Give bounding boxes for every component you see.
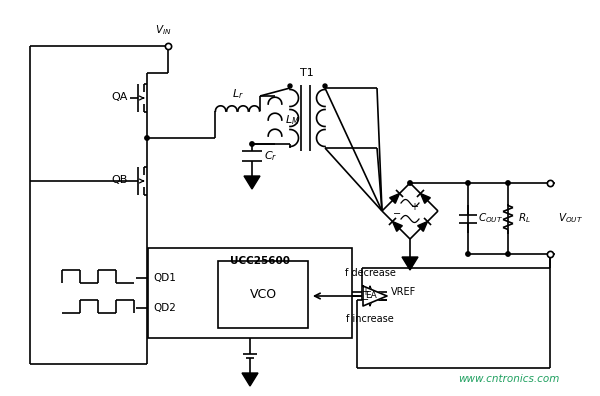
Text: QA: QA — [112, 92, 128, 102]
Text: VREF: VREF — [391, 287, 416, 297]
Polygon shape — [389, 194, 400, 204]
Text: $L_r$: $L_r$ — [232, 87, 244, 101]
Circle shape — [548, 181, 552, 185]
Text: www.cntronics.com: www.cntronics.com — [458, 374, 560, 384]
Bar — [148, 248, 352, 338]
Polygon shape — [242, 373, 258, 386]
Text: f decrease: f decrease — [344, 268, 395, 278]
Circle shape — [145, 136, 149, 140]
Text: +: + — [361, 287, 369, 297]
Text: −: − — [393, 209, 401, 219]
Polygon shape — [418, 221, 428, 231]
Circle shape — [408, 181, 412, 185]
Text: $V_{OUT}$: $V_{OUT}$ — [558, 211, 583, 225]
Text: T1: T1 — [300, 68, 314, 78]
Text: +: + — [410, 202, 418, 212]
Text: $V_{IN}$: $V_{IN}$ — [155, 23, 171, 37]
Text: QD2: QD2 — [153, 303, 176, 313]
Circle shape — [250, 142, 254, 146]
Polygon shape — [402, 257, 418, 270]
Text: QB: QB — [112, 175, 128, 185]
Circle shape — [288, 84, 292, 88]
Circle shape — [506, 252, 510, 256]
Text: $C_{OUT}$: $C_{OUT}$ — [478, 211, 503, 225]
Text: $L_M$: $L_M$ — [285, 113, 299, 127]
Polygon shape — [363, 286, 387, 306]
Polygon shape — [392, 221, 403, 231]
Text: UCC25600: UCC25600 — [230, 256, 290, 266]
Text: QD1: QD1 — [153, 273, 176, 283]
Text: −: − — [361, 295, 369, 305]
Text: EA: EA — [365, 291, 377, 301]
Text: f increase: f increase — [346, 314, 394, 324]
Text: VCO: VCO — [250, 288, 277, 301]
Bar — [218, 261, 308, 328]
Text: $R_L$: $R_L$ — [518, 211, 531, 225]
Polygon shape — [244, 176, 260, 189]
Circle shape — [466, 252, 470, 256]
Circle shape — [506, 181, 510, 185]
Circle shape — [466, 181, 470, 185]
Circle shape — [323, 84, 327, 88]
Polygon shape — [421, 194, 430, 204]
Text: $C_r$: $C_r$ — [264, 149, 277, 163]
